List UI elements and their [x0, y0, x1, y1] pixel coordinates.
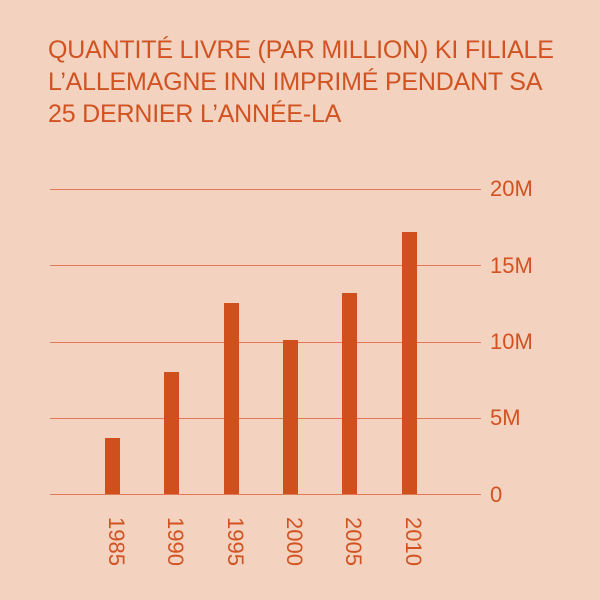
y-tick-20m: 20M	[490, 176, 533, 201]
bar-1995	[223, 303, 239, 494]
y-tick-10m: 10M	[490, 329, 533, 354]
y-tick-15m: 15M	[490, 253, 533, 278]
y-tick-5m: 5M	[490, 405, 521, 430]
bar-2005	[342, 292, 358, 494]
gridline-10m	[50, 342, 481, 343]
chart-title: QUANTITÉ LIVRE (PAR MILLION) KI FILIALE …	[48, 34, 568, 130]
x-label-1995: 1995	[222, 517, 248, 566]
x-label-1990: 1990	[163, 517, 189, 566]
x-label-2010: 2010	[400, 517, 426, 566]
bar-1985	[105, 437, 120, 494]
gridline-0	[50, 494, 481, 495]
title-line-3: 25 DERNIER L’ANNÉE-LA	[48, 100, 342, 128]
title-line-1: QUANTITÉ LIVRE (PAR MILLION) KI FILIALE	[48, 36, 554, 64]
gridline-15m	[50, 265, 481, 266]
x-label-1985: 1985	[104, 517, 129, 566]
gridline-5m	[50, 418, 481, 419]
x-label-2005: 2005	[341, 517, 367, 566]
bar-2000	[282, 339, 298, 494]
bar-2010	[401, 231, 417, 494]
y-tick-0: 0	[490, 482, 503, 507]
x-label-2000: 2000	[281, 517, 307, 566]
gridline-20m	[50, 189, 481, 190]
title-line-2: L’ALLEMAGNE INN IMPRIMÉ PENDANT SA	[48, 68, 543, 96]
bar-1990	[164, 372, 180, 494]
